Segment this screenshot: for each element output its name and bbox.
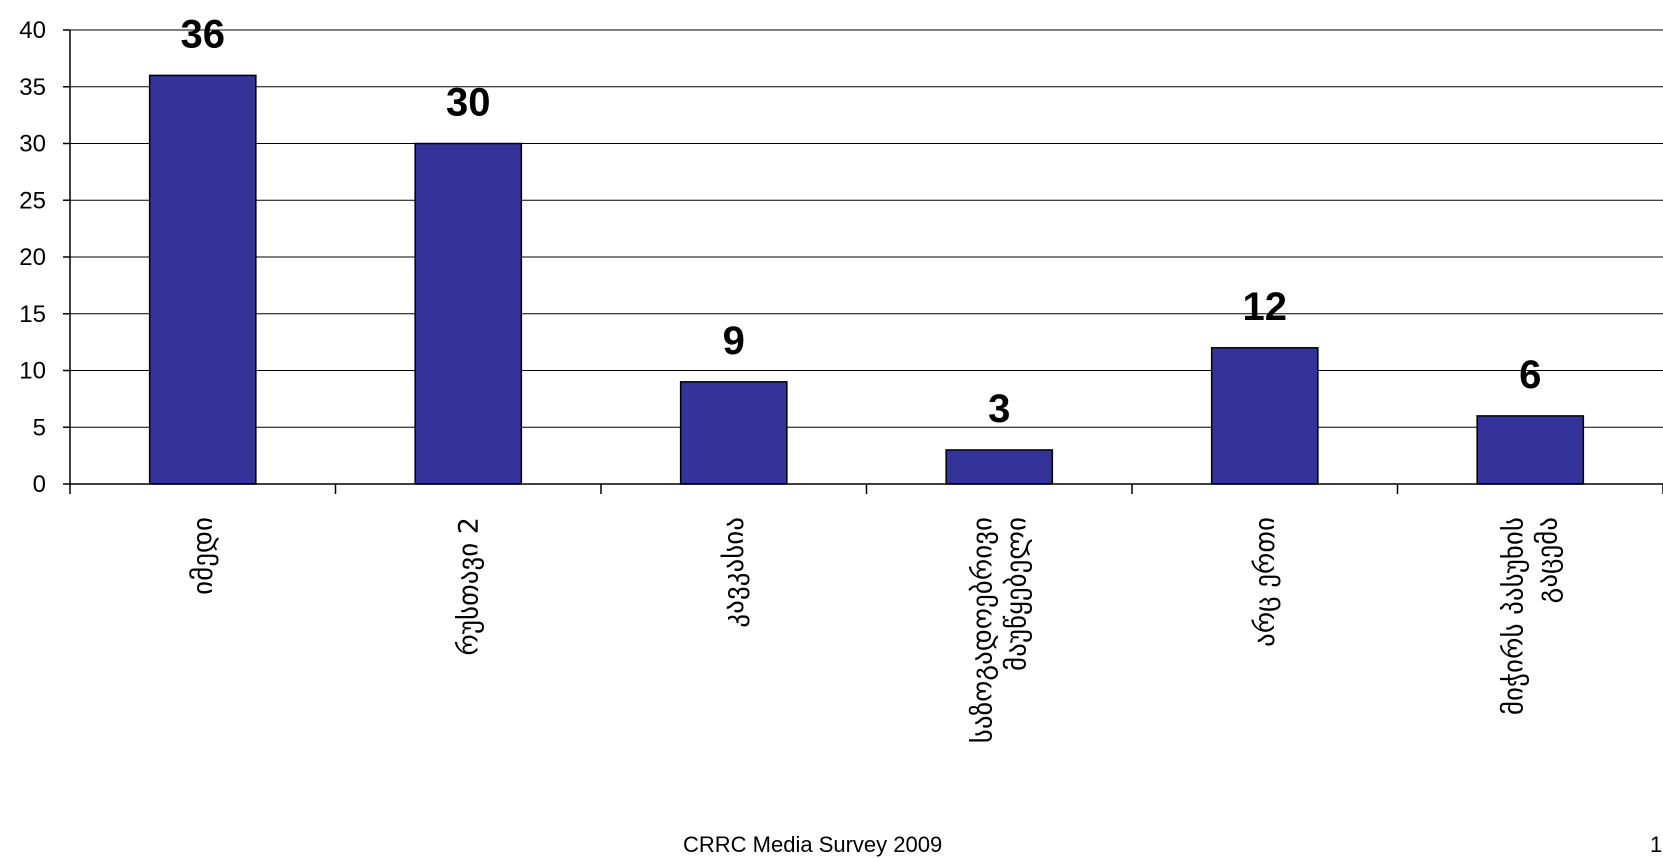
y-tick-label: 25 [19, 187, 46, 214]
bar [1476, 415, 1585, 485]
category-label: მიჭირს პასუხის [1498, 517, 1529, 715]
bar [1210, 347, 1319, 485]
y-tick-label: 15 [19, 301, 46, 328]
category-label: კავკასია [719, 517, 750, 628]
category-label: გაცემა [1532, 517, 1563, 603]
bar [679, 381, 788, 485]
axes [63, 29, 1663, 494]
data-label: 3 [988, 387, 1010, 431]
y-tick-labels: 0 5 10 15 20 25 30 35 40 [19, 17, 46, 498]
y-tick-label: 30 [19, 131, 46, 158]
data-label: 30 [446, 81, 491, 125]
y-tick-label: 40 [19, 17, 46, 44]
bar [414, 142, 523, 485]
y-tick-label: 35 [19, 74, 46, 101]
data-label: 12 [1243, 285, 1288, 329]
category-label: საზოგადოებრივი [967, 517, 998, 743]
page-number: 1 [1650, 832, 1663, 857]
category-label: იმედი [188, 517, 219, 595]
data-label: 36 [181, 12, 226, 56]
y-tick-label: 5 [33, 414, 46, 441]
bars [148, 74, 1585, 485]
data-label: 9 [723, 319, 745, 363]
gridlines [70, 29, 1663, 428]
y-tick-label: 10 [19, 358, 46, 385]
category-label: რუსთავი 2 [453, 517, 484, 656]
category-label: არც ერთი [1250, 517, 1281, 647]
data-label: 6 [1519, 353, 1541, 397]
bar [148, 74, 257, 485]
bar [945, 449, 1054, 485]
data-labels: 36 30 9 3 12 6 [181, 12, 1542, 431]
category-labels: იმედი რუსთავი 2 კავკასია საზოგადოებრივი მაუწ… [188, 517, 1564, 743]
y-tick-label: 0 [33, 471, 46, 498]
y-tick-label: 20 [19, 244, 46, 271]
category-label: მაუწყებელი [1001, 517, 1032, 671]
footer-text: CRRC Media Survey 2009 [683, 832, 943, 857]
